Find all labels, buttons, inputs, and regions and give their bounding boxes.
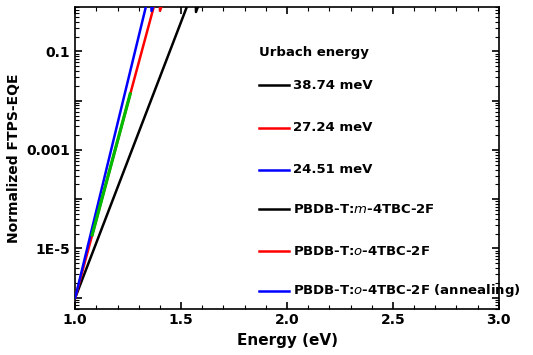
Text: Urbach energy: Urbach energy — [260, 46, 369, 59]
Text: PBDB-T:$\it{m}$-4TBC-2F: PBDB-T:$\it{m}$-4TBC-2F — [293, 203, 435, 215]
Y-axis label: Normalized FTPS-EQE: Normalized FTPS-EQE — [7, 73, 21, 242]
Text: PBDB-T:$\it{o}$-4TBC-2F (annealing): PBDB-T:$\it{o}$-4TBC-2F (annealing) — [293, 282, 521, 299]
Text: 38.74 meV: 38.74 meV — [293, 79, 373, 92]
X-axis label: Energy (eV): Energy (eV) — [237, 333, 337, 348]
Text: PBDB-T:$\it{o}$-4TBC-2F: PBDB-T:$\it{o}$-4TBC-2F — [293, 245, 431, 258]
Text: 27.24 meV: 27.24 meV — [293, 121, 373, 134]
Text: 24.51 meV: 24.51 meV — [293, 163, 373, 176]
